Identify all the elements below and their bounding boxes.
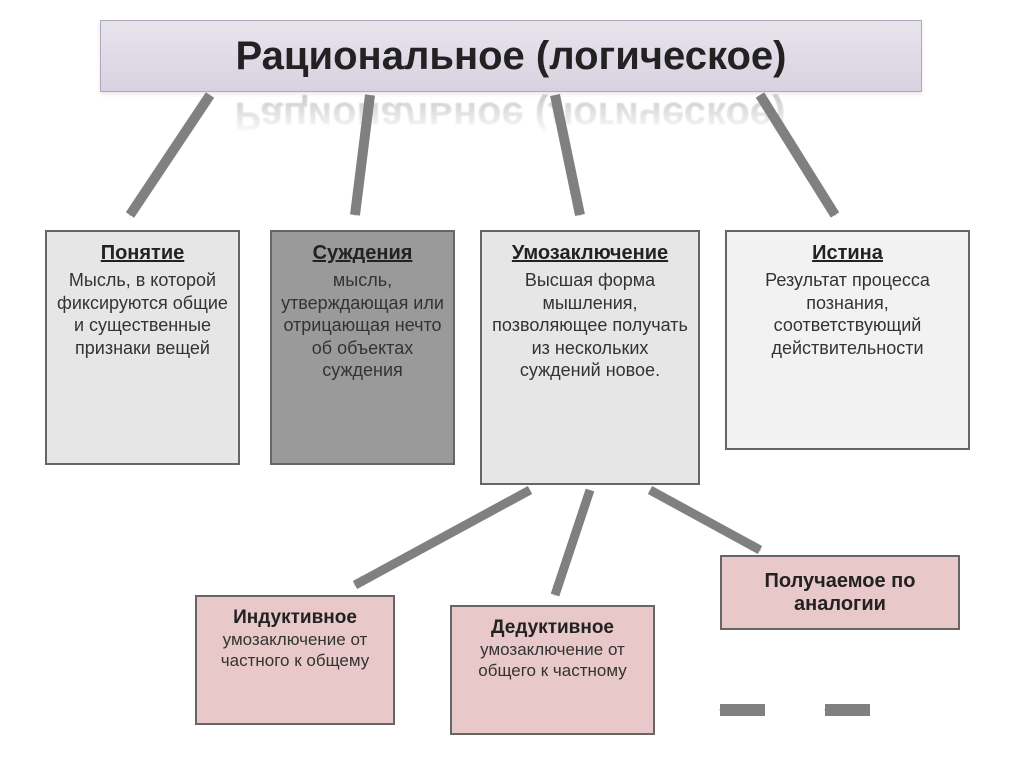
truth-body: Результат процесса познания, соответству…	[765, 270, 930, 358]
inference-box: Умозаключение Высшая форма мышления, поз…	[480, 230, 700, 485]
concept-box: Понятие Мысль, в которой фиксируются общ…	[45, 230, 240, 465]
analogy-body: Получаемое по аналогии	[730, 570, 950, 616]
inference-body: Высшая форма мышления, позволяющее получ…	[492, 270, 688, 380]
truth-title: Истина	[735, 242, 960, 265]
judgement-box: Суждения мысль, утверждающая или отрицаю…	[270, 230, 455, 465]
analogy-box: Получаемое по аналогии	[720, 555, 960, 630]
title-reflection-fade	[100, 91, 920, 141]
deductive-title: Дедуктивное	[491, 617, 614, 638]
inductive-body: умозаключение от частного к общему	[205, 629, 385, 672]
deductive-body: умозаключение от общего к частному	[460, 639, 645, 682]
concept-body: Мысль, в которой фиксируются общие и сущ…	[57, 270, 228, 358]
concept-title: Понятие	[55, 242, 230, 265]
title-box: Рациональное (логическое)	[100, 20, 922, 92]
judgement-title: Суждения	[280, 242, 445, 265]
inference-title: Умозаключение	[490, 242, 690, 265]
judgement-body: мысль, утверждающая или отрицающая нечто…	[281, 270, 444, 380]
truth-box: Истина Результат процесса познания, соот…	[725, 230, 970, 450]
deductive-box: Дедуктивное умозаключение от общего к ча…	[450, 605, 655, 735]
inductive-box: Индуктивное умозаключение от частного к …	[195, 595, 395, 725]
title-text: Рациональное (логическое)	[236, 34, 787, 79]
inductive-title: Индуктивное	[233, 607, 357, 628]
